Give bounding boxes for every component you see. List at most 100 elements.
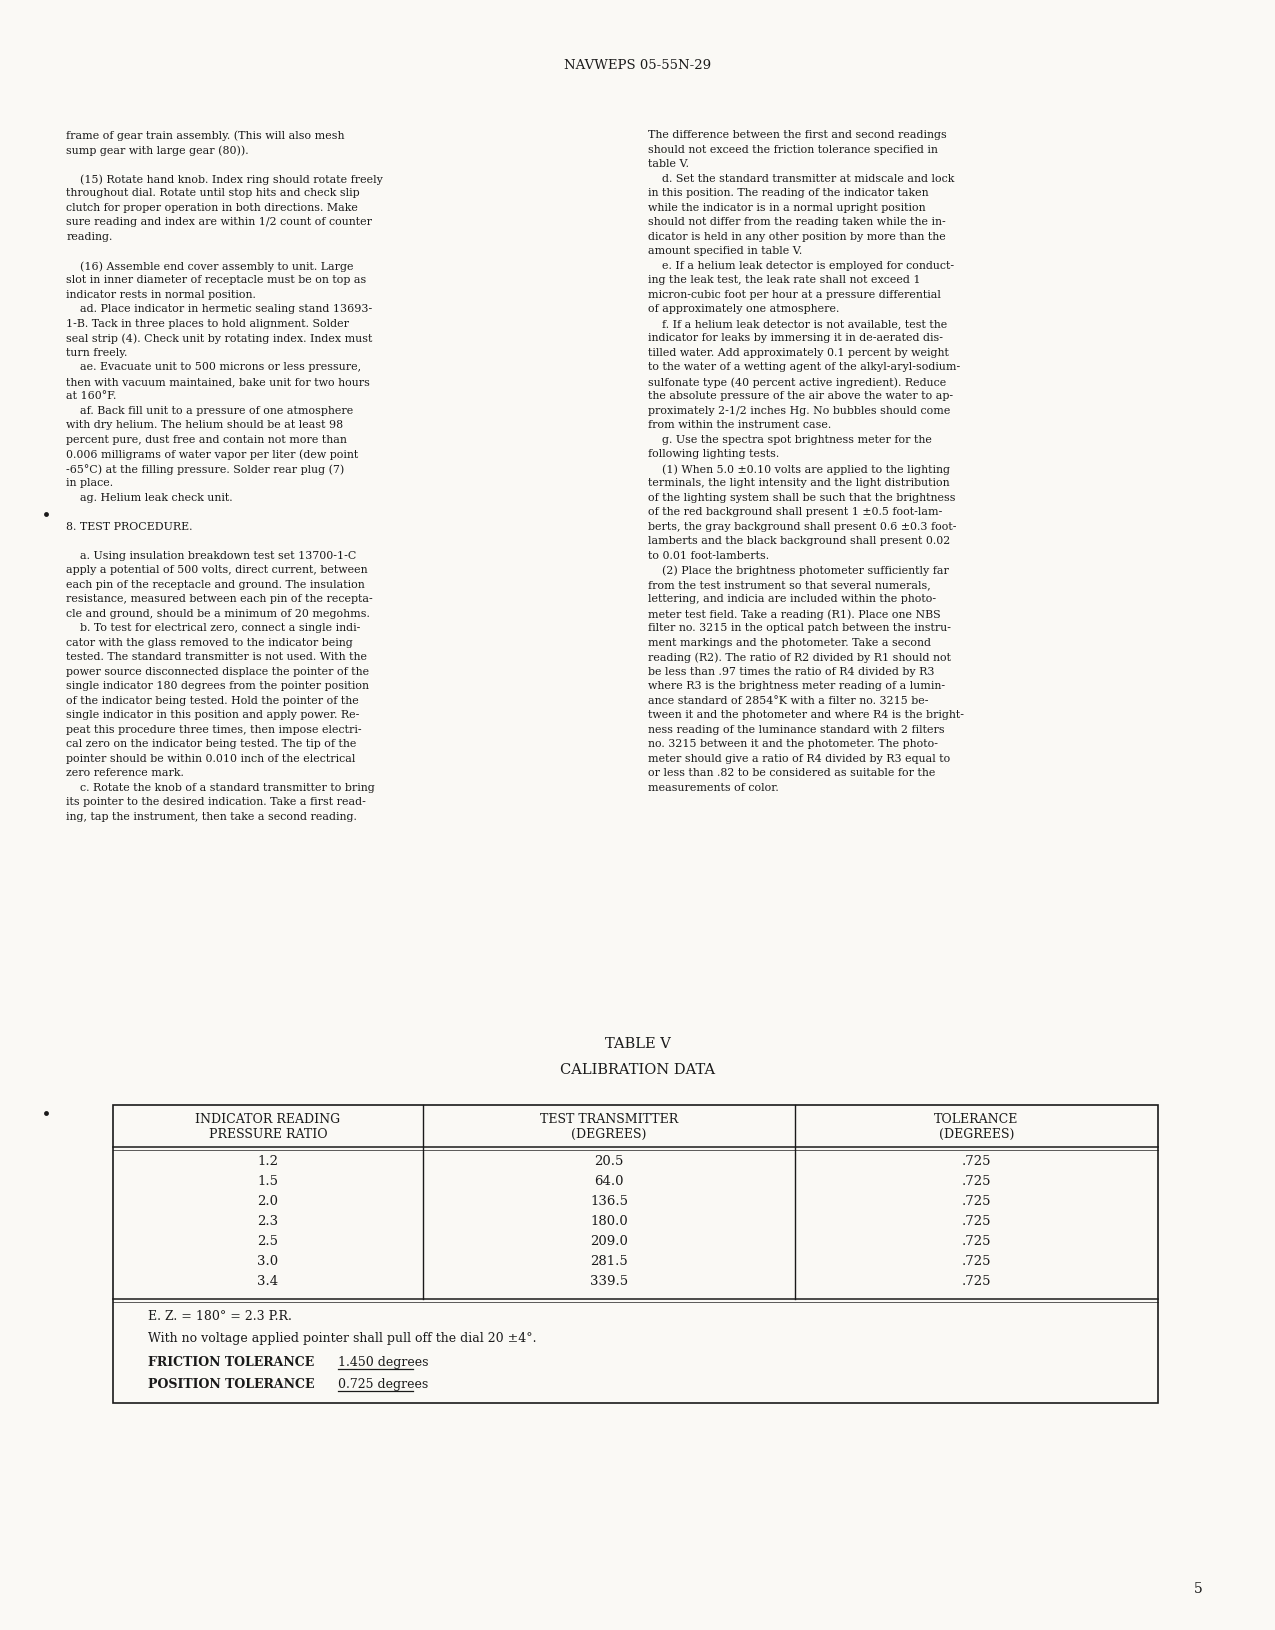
Text: POSITION TOLERANCE: POSITION TOLERANCE <box>148 1377 315 1390</box>
Text: following lighting tests.: following lighting tests. <box>648 450 779 460</box>
Text: CALIBRATION DATA: CALIBRATION DATA <box>560 1063 715 1077</box>
Text: 2.3: 2.3 <box>258 1214 278 1227</box>
Text: 5: 5 <box>1195 1581 1202 1594</box>
Text: b. To test for electrical zero, connect a single indi-: b. To test for electrical zero, connect … <box>66 623 361 632</box>
Text: e. If a helium leak detector is employed for conduct-: e. If a helium leak detector is employed… <box>648 261 954 271</box>
Text: -65°C) at the filling pressure. Solder rear plug (7): -65°C) at the filling pressure. Solder r… <box>66 463 344 474</box>
Text: 3.0: 3.0 <box>258 1253 278 1267</box>
Text: from the test instrument so that several numerals,: from the test instrument so that several… <box>648 580 931 590</box>
Text: a. Using insulation breakdown test set 13700-1-C: a. Using insulation breakdown test set 1… <box>66 551 357 561</box>
Text: should not exceed the friction tolerance specified in: should not exceed the friction tolerance… <box>648 145 937 155</box>
Text: 339.5: 339.5 <box>590 1275 629 1288</box>
Text: sump gear with large gear (80)).: sump gear with large gear (80)). <box>66 145 249 155</box>
Text: at 160°F.: at 160°F. <box>66 391 116 401</box>
Text: throughout dial. Rotate until stop hits and check slip: throughout dial. Rotate until stop hits … <box>66 189 360 199</box>
Text: (1) When 5.0 ±0.10 volts are applied to the lighting: (1) When 5.0 ±0.10 volts are applied to … <box>648 463 950 474</box>
Text: indicator for leaks by immersing it in de-aerated dis-: indicator for leaks by immersing it in d… <box>648 333 942 344</box>
Text: no. 3215 between it and the photometer. The photo-: no. 3215 between it and the photometer. … <box>648 738 937 750</box>
Text: ing, tap the instrument, then take a second reading.: ing, tap the instrument, then take a sec… <box>66 812 357 822</box>
Text: 1.450 degrees: 1.450 degrees <box>338 1355 428 1368</box>
Text: meter test field. Take a reading (R1). Place one NBS: meter test field. Take a reading (R1). P… <box>648 608 941 619</box>
Text: .725: .725 <box>961 1234 991 1247</box>
Text: PRESSURE RATIO: PRESSURE RATIO <box>209 1126 328 1139</box>
Text: ment markings and the photometer. Take a second: ment markings and the photometer. Take a… <box>648 637 931 647</box>
Text: ae. Evacuate unit to 500 microns or less pressure,: ae. Evacuate unit to 500 microns or less… <box>66 362 361 372</box>
Text: ad. Place indicator in hermetic sealing stand 13693-: ad. Place indicator in hermetic sealing … <box>66 305 372 315</box>
Text: slot in inner diameter of receptacle must be on top as: slot in inner diameter of receptacle mus… <box>66 275 366 285</box>
Text: 3.4: 3.4 <box>258 1275 278 1288</box>
Text: INDICATOR READING: INDICATOR READING <box>195 1112 340 1125</box>
Text: (DEGREES): (DEGREES) <box>571 1126 646 1139</box>
Text: lettering, and indicia are included within the photo-: lettering, and indicia are included with… <box>648 593 936 605</box>
Text: TEST TRANSMITTER: TEST TRANSMITTER <box>539 1112 678 1125</box>
Text: d. Set the standard transmitter at midscale and lock: d. Set the standard transmitter at midsc… <box>648 174 954 184</box>
Text: ness reading of the luminance standard with 2 filters: ness reading of the luminance standard w… <box>648 725 945 735</box>
Text: af. Back fill unit to a pressure of one atmosphere: af. Back fill unit to a pressure of one … <box>66 406 353 416</box>
Text: peat this procedure three times, then impose electri-: peat this procedure three times, then im… <box>66 725 362 735</box>
Text: zero reference mark.: zero reference mark. <box>66 768 184 778</box>
Text: frame of gear train assembly. (This will also mesh: frame of gear train assembly. (This will… <box>66 130 344 140</box>
Text: to 0.01 foot-lamberts.: to 0.01 foot-lamberts. <box>648 551 769 561</box>
Text: berts, the gray background shall present 0.6 ±0.3 foot-: berts, the gray background shall present… <box>648 522 956 531</box>
Text: single indicator in this position and apply power. Re-: single indicator in this position and ap… <box>66 711 360 720</box>
Text: cal zero on the indicator being tested. The tip of the: cal zero on the indicator being tested. … <box>66 738 357 750</box>
Text: clutch for proper operation in both directions. Make: clutch for proper operation in both dire… <box>66 202 358 214</box>
Text: 2.0: 2.0 <box>258 1195 278 1208</box>
Text: .725: .725 <box>961 1195 991 1208</box>
Text: power source disconnected displace the pointer of the: power source disconnected displace the p… <box>66 667 370 676</box>
Text: cator with the glass removed to the indicator being: cator with the glass removed to the indi… <box>66 637 353 647</box>
Text: of the indicator being tested. Hold the pointer of the: of the indicator being tested. Hold the … <box>66 696 358 706</box>
Text: c. Rotate the knob of a standard transmitter to bring: c. Rotate the knob of a standard transmi… <box>66 782 375 792</box>
Text: percent pure, dust free and contain not more than: percent pure, dust free and contain not … <box>66 435 347 445</box>
Text: while the indicator is in a normal upright position: while the indicator is in a normal uprig… <box>648 202 926 214</box>
Text: 20.5: 20.5 <box>594 1154 623 1167</box>
Text: tween it and the photometer and where R4 is the bright-: tween it and the photometer and where R4… <box>648 711 964 720</box>
Text: 281.5: 281.5 <box>590 1253 627 1267</box>
Text: 1.5: 1.5 <box>258 1174 278 1187</box>
Text: then with vacuum maintained, bake unit for two hours: then with vacuum maintained, bake unit f… <box>66 377 370 386</box>
Text: 2.5: 2.5 <box>258 1234 278 1247</box>
Text: the absolute pressure of the air above the water to ap-: the absolute pressure of the air above t… <box>648 391 952 401</box>
Text: be less than .97 times the ratio of R4 divided by R3: be less than .97 times the ratio of R4 d… <box>648 667 935 676</box>
Text: tested. The standard transmitter is not used. With the: tested. The standard transmitter is not … <box>66 652 367 662</box>
Text: ag. Helium leak check unit.: ag. Helium leak check unit. <box>66 492 233 502</box>
Text: terminals, the light intensity and the light distribution: terminals, the light intensity and the l… <box>648 478 950 487</box>
Text: in this position. The reading of the indicator taken: in this position. The reading of the ind… <box>648 189 928 199</box>
Text: in place.: in place. <box>66 478 113 487</box>
Text: or less than .82 to be considered as suitable for the: or less than .82 to be considered as sui… <box>648 768 935 778</box>
Text: 1.2: 1.2 <box>258 1154 278 1167</box>
Text: of the red background shall present 1 ±0.5 foot-lam-: of the red background shall present 1 ±0… <box>648 507 942 517</box>
Text: TABLE V: TABLE V <box>604 1037 671 1051</box>
Text: FRICTION TOLERANCE: FRICTION TOLERANCE <box>148 1355 314 1368</box>
Text: 8. TEST PROCEDURE.: 8. TEST PROCEDURE. <box>66 522 193 531</box>
Text: sure reading and index are within 1/2 count of counter: sure reading and index are within 1/2 co… <box>66 217 372 227</box>
Text: where R3 is the brightness meter reading of a lumin-: where R3 is the brightness meter reading… <box>648 681 945 691</box>
Text: ing the leak test, the leak rate shall not exceed 1: ing the leak test, the leak rate shall n… <box>648 275 921 285</box>
Text: table V.: table V. <box>648 160 689 170</box>
Text: 1-B. Tack in three places to hold alignment. Solder: 1-B. Tack in three places to hold alignm… <box>66 319 349 329</box>
Text: amount specified in table V.: amount specified in table V. <box>648 246 802 256</box>
Text: seal strip (4). Check unit by rotating index. Index must: seal strip (4). Check unit by rotating i… <box>66 333 372 344</box>
Text: g. Use the spectra spot brightness meter for the: g. Use the spectra spot brightness meter… <box>648 435 932 445</box>
Text: lamberts and the black background shall present 0.02: lamberts and the black background shall … <box>648 536 950 546</box>
Text: .725: .725 <box>961 1214 991 1227</box>
Text: its pointer to the desired indication. Take a first read-: its pointer to the desired indication. T… <box>66 797 366 807</box>
Text: .725: .725 <box>961 1154 991 1167</box>
Text: proximately 2-1/2 inches Hg. No bubbles should come: proximately 2-1/2 inches Hg. No bubbles … <box>648 406 950 416</box>
Text: (16) Assemble end cover assembly to unit. Large: (16) Assemble end cover assembly to unit… <box>66 261 353 271</box>
Text: With no voltage applied pointer shall pull off the dial 20 ±4°.: With no voltage applied pointer shall pu… <box>148 1332 537 1345</box>
Text: tilled water. Add approximately 0.1 percent by weight: tilled water. Add approximately 0.1 perc… <box>648 347 949 357</box>
Text: measurements of color.: measurements of color. <box>648 782 779 792</box>
Text: ance standard of 2854°K with a filter no. 3215 be-: ance standard of 2854°K with a filter no… <box>648 696 928 706</box>
Text: 0.725 degrees: 0.725 degrees <box>338 1377 428 1390</box>
Text: E. Z. = 180° = 2.3 P.R.: E. Z. = 180° = 2.3 P.R. <box>148 1309 292 1322</box>
Text: filter no. 3215 in the optical patch between the instru-: filter no. 3215 in the optical patch bet… <box>648 623 951 632</box>
Text: of approximately one atmosphere.: of approximately one atmosphere. <box>648 305 839 315</box>
Text: sulfonate type (40 percent active ingredient). Reduce: sulfonate type (40 percent active ingred… <box>648 377 946 388</box>
Text: .725: .725 <box>961 1174 991 1187</box>
Text: each pin of the receptacle and ground. The insulation: each pin of the receptacle and ground. T… <box>66 580 365 590</box>
Text: (2) Place the brightness photometer sufficiently far: (2) Place the brightness photometer suff… <box>648 566 949 575</box>
Text: micron-cubic foot per hour at a pressure differential: micron-cubic foot per hour at a pressure… <box>648 290 941 300</box>
Text: dicator is held in any other position by more than the: dicator is held in any other position by… <box>648 231 946 241</box>
Text: cle and ground, should be a minimum of 20 megohms.: cle and ground, should be a minimum of 2… <box>66 608 370 619</box>
